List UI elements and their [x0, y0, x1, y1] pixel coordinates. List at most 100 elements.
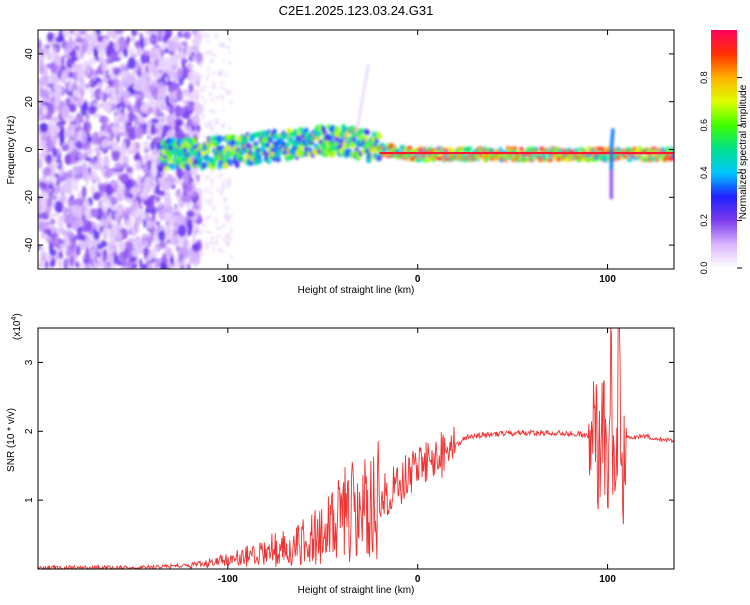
- heatmap-cell: [150, 165, 158, 178]
- heatmap-cell: [88, 38, 96, 48]
- heatmap-cell: [145, 216, 153, 221]
- heatmap-cell: [50, 195, 57, 200]
- heatmap-cell: [147, 159, 152, 171]
- heatmap-cell: [44, 113, 53, 120]
- heatmap-cell: [146, 219, 155, 227]
- heatmap-cell: [154, 46, 159, 56]
- heatmap-cell: [143, 147, 150, 154]
- heatmap-cell: [62, 211, 66, 222]
- heatmap-cell: [201, 32, 206, 38]
- heatmap-cell: [229, 226, 233, 230]
- heatmap-cell: [219, 191, 224, 196]
- heatmap-cell: [133, 220, 139, 231]
- heatmap-cell: [172, 229, 179, 237]
- heatmap-cell: [220, 186, 226, 191]
- heatmap-cell: [59, 129, 65, 143]
- heatmap-cell: [111, 144, 120, 152]
- snr-series-line: [38, 328, 674, 569]
- heatmap-cell: [213, 96, 220, 100]
- heatmap-cell: [156, 196, 161, 202]
- heatmap-cell: [64, 154, 72, 165]
- heatmap-cell: [185, 46, 193, 57]
- heatmap-cell: [202, 224, 207, 227]
- heatmap-cell: [178, 42, 183, 49]
- heatmap-cell: [167, 129, 176, 141]
- heatmap-cell: [216, 175, 220, 179]
- heatmap-cell: [196, 124, 201, 133]
- heatmap-cell: [228, 60, 232, 66]
- heatmap-cell: [75, 165, 82, 176]
- heatmap-cell: [90, 90, 95, 102]
- heatmap-cell: [186, 210, 195, 218]
- heatmap-cell: [198, 252, 204, 258]
- heatmap-cell: [136, 31, 140, 37]
- heatmap-cell: [203, 134, 207, 138]
- heatmap-cell: [67, 114, 75, 123]
- heatmap-cell: [133, 79, 143, 92]
- heatmap-cell: [229, 214, 234, 218]
- heatmap-cell: [360, 99, 364, 104]
- heatmap-cell: [50, 212, 60, 217]
- heatmap-cell: [209, 58, 215, 64]
- heatmap-cell: [198, 196, 204, 203]
- heatmap-cell: [364, 129, 370, 136]
- heatmap-cell: [199, 63, 203, 70]
- heatmap-cell: [210, 135, 216, 142]
- heatmap-cell: [523, 157, 529, 162]
- heatmap-cell: [38, 221, 46, 233]
- heatmap-cell: [56, 64, 63, 71]
- heatmap-cell: [376, 133, 382, 140]
- heatmap-cell: [195, 179, 200, 185]
- heatmap-cell: [85, 252, 91, 265]
- heatmap-cell: [159, 86, 167, 97]
- heatmap-cell: [357, 117, 361, 122]
- heatmap-cell: [75, 84, 85, 89]
- heatmap-cell: [113, 254, 120, 265]
- heatmap-cell: [158, 123, 162, 130]
- top-x-tick-label: -100: [218, 274, 238, 285]
- heatmap-cell: [230, 134, 236, 141]
- heatmap-cell: [70, 49, 77, 62]
- heatmap-cell: [83, 122, 87, 133]
- heatmap-cell: [142, 140, 150, 149]
- heatmap-cell: [111, 148, 120, 162]
- heatmap-cell: [46, 51, 52, 61]
- heatmap-cell: [218, 85, 225, 90]
- heatmap-cell: [228, 126, 232, 131]
- heatmap-cell: [144, 208, 153, 213]
- heatmap-cell: [144, 153, 149, 162]
- heatmap-cell: [55, 254, 60, 261]
- heatmap-cell: [497, 147, 503, 152]
- heatmap-cell: [96, 41, 101, 52]
- heatmap-cell: [48, 242, 53, 253]
- heatmap-cell: [175, 245, 180, 251]
- heatmap-cell: [205, 174, 210, 181]
- heatmap-cell: [261, 141, 267, 148]
- heatmap-cell: [362, 85, 366, 90]
- heatmap-cell: [117, 261, 122, 266]
- heatmap-cell: [67, 254, 71, 267]
- heatmap-cell: [191, 243, 198, 250]
- heatmap-cell: [100, 51, 104, 57]
- heatmap-cell: [224, 30, 228, 33]
- heatmap-cell: [154, 258, 159, 269]
- heatmap-cell: [103, 123, 109, 134]
- colorbar-ticks: 0.0 0.2 0.4 0.6 0.8: [699, 71, 742, 274]
- top-y-ticks: -40 -20 0 20 40: [24, 48, 674, 252]
- heatmap-cell: [226, 45, 231, 50]
- heatmap-cell: [363, 81, 367, 86]
- heatmap-cell: [355, 128, 359, 133]
- heatmap-cell: [130, 36, 136, 43]
- heatmap-cell: [158, 208, 166, 221]
- heatmap-cell: [214, 33, 219, 39]
- heatmap-cell: [159, 262, 168, 269]
- heatmap-cell: [205, 39, 210, 43]
- heatmap-cell: [160, 224, 164, 231]
- heatmap-cell: [365, 71, 369, 75]
- heatmap-cell: [332, 141, 338, 148]
- heatmap-cell: [210, 177, 214, 185]
- heatmap-cell: [216, 240, 219, 246]
- heatmap-cell: [194, 41, 200, 46]
- heatmap-cell: [62, 30, 70, 38]
